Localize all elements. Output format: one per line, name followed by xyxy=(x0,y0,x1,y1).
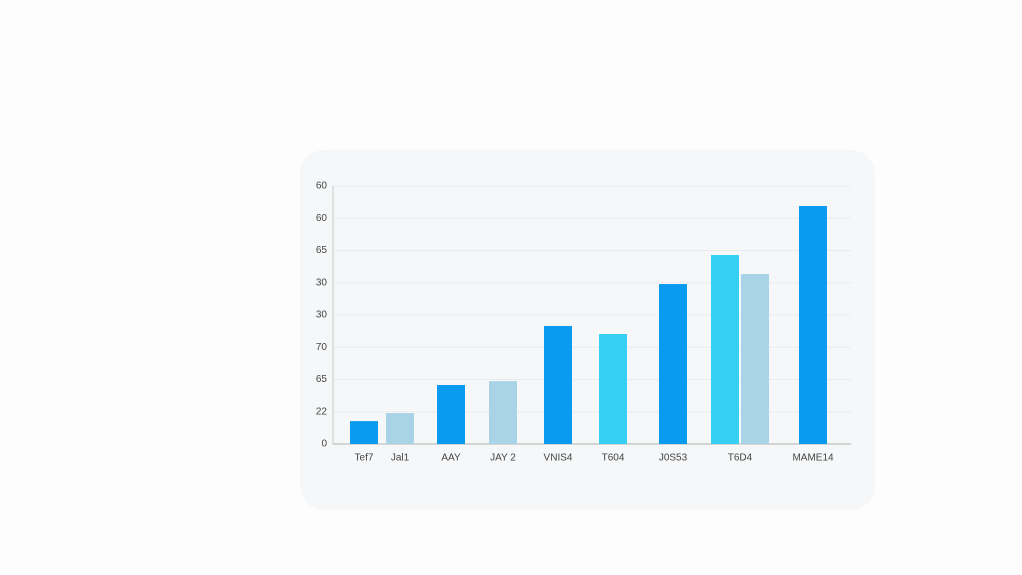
bar xyxy=(489,381,517,444)
bar xyxy=(599,334,627,444)
x-tick-label: JAY 2 xyxy=(490,453,516,464)
y-tick-label: 30 xyxy=(316,277,328,288)
x-tick-label: Tef7 xyxy=(355,453,374,464)
bar xyxy=(437,384,465,444)
x-tick-label: J0S53 xyxy=(659,453,688,464)
bar xyxy=(386,413,414,444)
x-tick-label: AAY xyxy=(441,453,461,464)
y-tick-label: 0 xyxy=(321,439,327,450)
x-tick-label: Jal1 xyxy=(391,453,410,464)
y-tick-label: 65 xyxy=(316,374,328,385)
bar xyxy=(544,325,572,444)
chart-card xyxy=(300,150,875,510)
y-tick-label: 60 xyxy=(316,213,328,224)
y-tick-label: 22 xyxy=(316,406,328,417)
y-tick-label: 70 xyxy=(316,342,328,353)
bar xyxy=(741,274,769,444)
x-tick-label: MAME14 xyxy=(792,453,834,464)
y-tick-label: 30 xyxy=(316,310,328,321)
bar xyxy=(799,205,827,444)
bar xyxy=(659,284,687,444)
bar xyxy=(350,421,378,444)
x-tick-label: VNIS4 xyxy=(544,453,573,464)
y-tick-label: 60 xyxy=(316,181,328,192)
x-tick-label: T604 xyxy=(602,453,625,464)
bar xyxy=(711,255,739,444)
y-tick-label: 65 xyxy=(316,245,328,256)
x-tick-label: T6D4 xyxy=(728,453,753,464)
